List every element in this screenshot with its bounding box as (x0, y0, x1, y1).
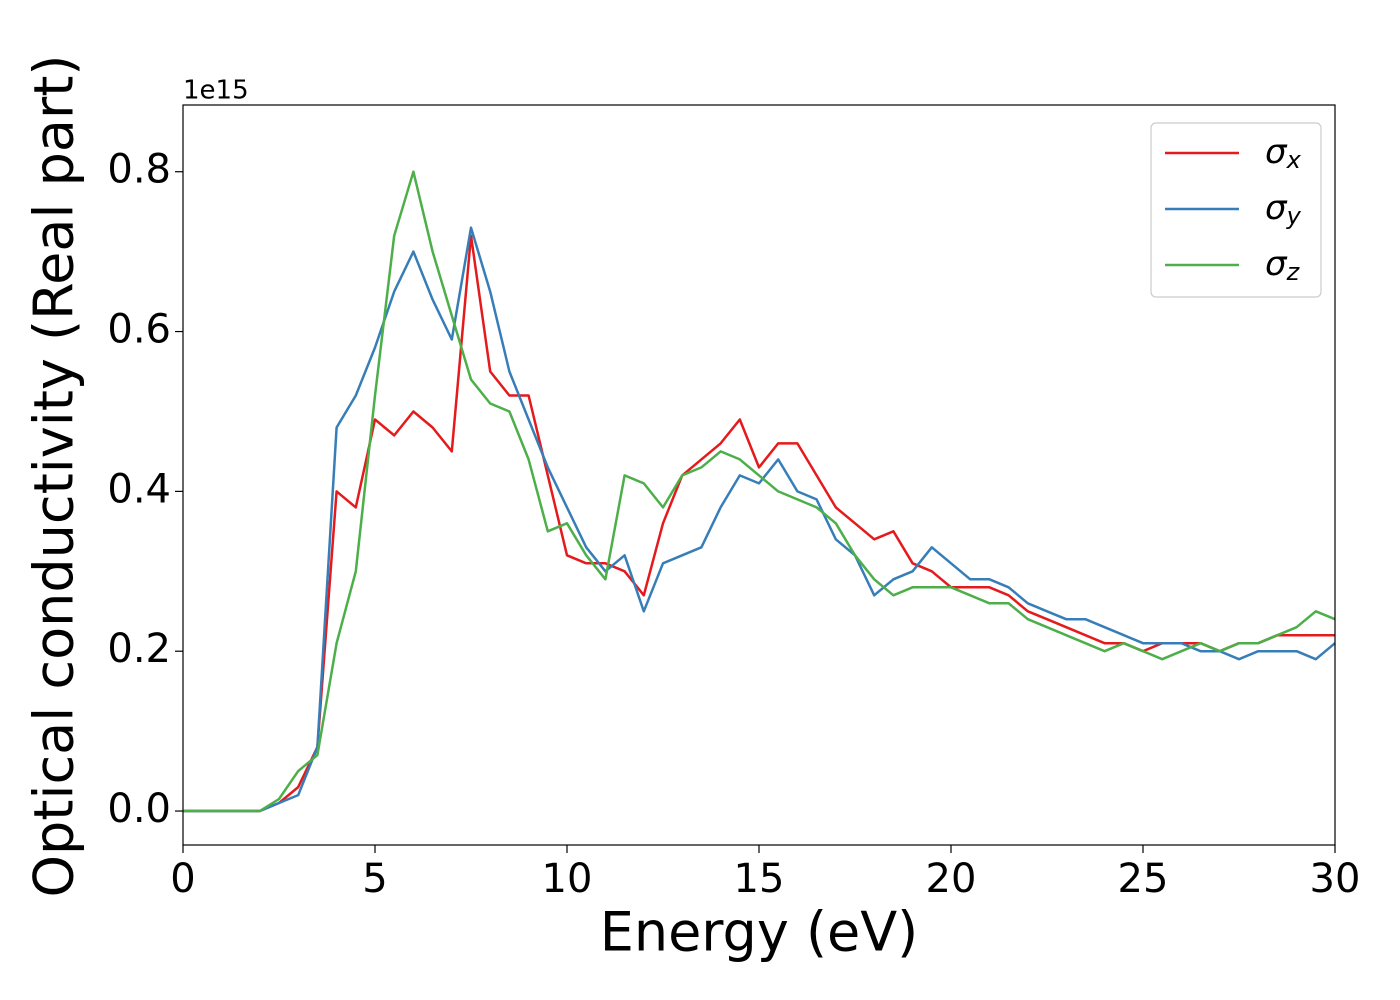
x-tick-label: 20 (926, 856, 977, 902)
x-tick-label: 5 (362, 856, 387, 902)
y-axis-label: Optical conductivity (Real part) (23, 55, 86, 898)
y-offset-text: 1e15 (183, 76, 249, 106)
x-tick-label: 10 (542, 856, 593, 902)
x-tick-label: 15 (734, 856, 785, 902)
series-line (183, 170, 1336, 813)
series-line (183, 234, 1335, 813)
y-tick-label: 0.6 (107, 307, 171, 353)
legend-label: σy (1265, 188, 1302, 231)
plot-frame (182, 104, 1336, 846)
y-tick-label: 0.4 (107, 466, 171, 512)
x-tick-label: 0 (170, 856, 195, 902)
y-tick-label: 0.0 (107, 786, 171, 832)
y-tick-label: 0.8 (107, 147, 171, 193)
x-axis-label: Energy (eV) (600, 901, 919, 964)
legend-label: σz (1265, 244, 1301, 287)
x-tick-label: 30 (1310, 856, 1361, 902)
y-tick-label: 0.2 (107, 626, 171, 672)
legend-label: σx (1265, 132, 1302, 175)
series-line (183, 226, 1336, 813)
x-tick-label: 25 (1118, 856, 1169, 902)
